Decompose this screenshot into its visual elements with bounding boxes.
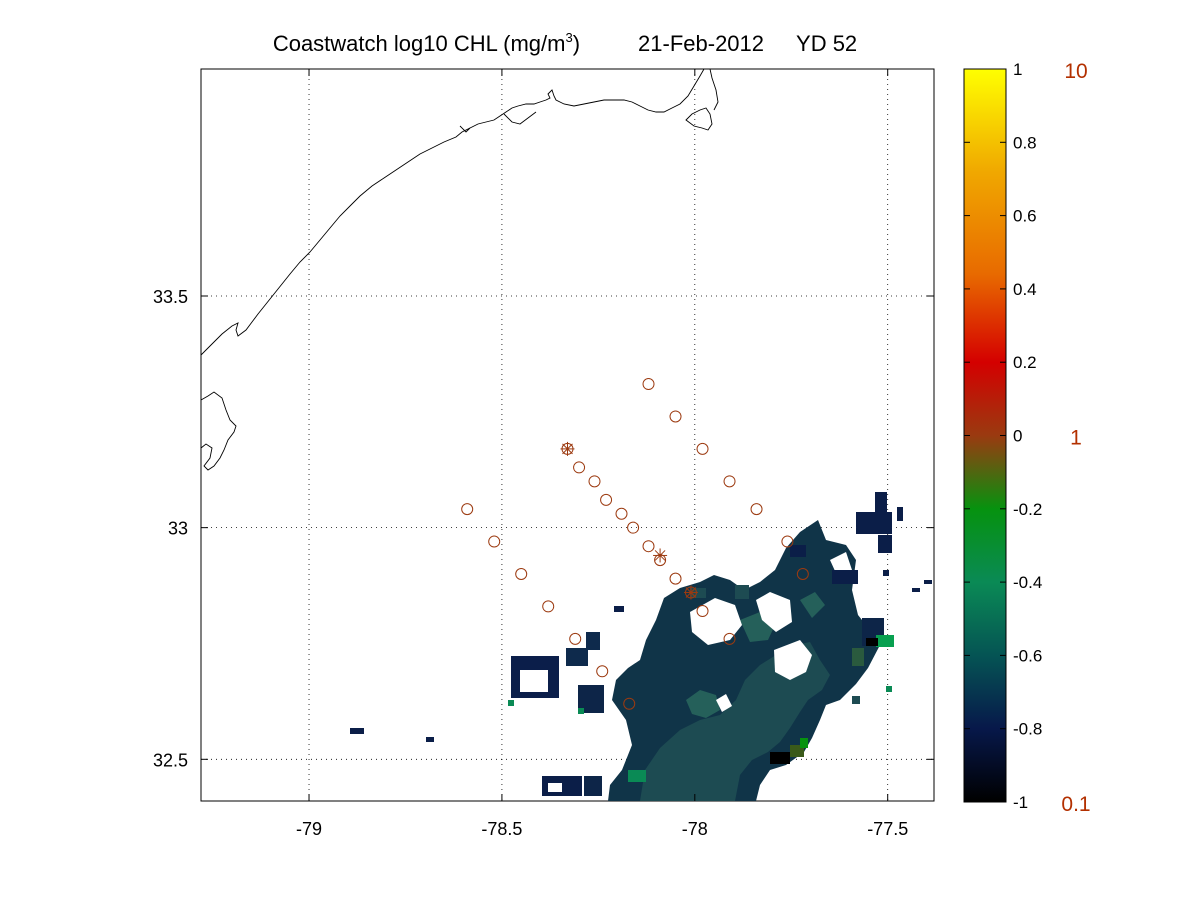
map-axes: -79 -78.5 -78 -77.5 33.5 33 32.5 — [153, 68, 935, 839]
station-marker — [573, 461, 586, 474]
station-marker — [461, 503, 474, 516]
colorbar-ticks — [964, 68, 1006, 803]
station-star-marker — [653, 548, 668, 563]
station-star-marker — [560, 441, 575, 456]
map-title: Coastwatch log10 CHL (mg/m3) 21-Feb-2012 Y… — [273, 30, 857, 56]
colorbar-concentration-labels: 10 1 0.1 — [1061, 60, 1090, 816]
colorbar-gradient — [963, 68, 1007, 803]
coastline — [201, 69, 719, 471]
station-marker — [569, 632, 582, 645]
chlorophyll-pixels — [350, 492, 932, 801]
station-markers — [461, 378, 809, 710]
station-marker — [642, 378, 655, 391]
colorbar-tick-label: -0.4 — [1013, 573, 1042, 592]
colorbar-tick-label: 0 — [1013, 427, 1022, 446]
lon-tick-label: -78.5 — [481, 819, 522, 839]
colorbar-tick-label: 0.8 — [1013, 133, 1037, 152]
colorbar-tick-labels: 1 0.8 0.6 0.4 0.2 0 -0.2 -0.4 -0.6 -0.8 -1 — [1013, 60, 1042, 812]
lat-tick-label: 33.5 — [153, 287, 188, 307]
lon-tick-label: -78 — [682, 819, 708, 839]
station-marker — [669, 572, 682, 585]
station-marker — [542, 600, 555, 613]
station-marker — [696, 605, 709, 618]
station-marker — [588, 475, 601, 488]
lon-tick-label: -79 — [296, 819, 322, 839]
station-marker — [669, 410, 682, 423]
station-marker — [623, 697, 636, 710]
axis-ticks — [201, 69, 934, 801]
station-marker — [796, 567, 809, 580]
colorbar-concentration-label: 10 — [1064, 60, 1087, 83]
colorbar: 1 0.8 0.6 0.4 0.2 0 -0.2 -0.4 -0.6 -0.8 -1 10 1 0.1 — [963, 60, 1091, 816]
colorbar-concentration-label: 0.1 — [1061, 793, 1090, 816]
station-marker — [600, 493, 613, 506]
station-marker — [723, 632, 736, 645]
station-marker — [596, 665, 609, 678]
lon-tick-label: -77.5 — [867, 819, 908, 839]
station-marker — [642, 540, 655, 553]
lat-tick-label: 33 — [168, 519, 188, 539]
station-marker — [781, 535, 794, 548]
station-marker — [615, 507, 628, 520]
colorbar-tick-label: -0.8 — [1013, 720, 1042, 739]
station-marker — [515, 567, 528, 580]
colorbar-tick-label: -1 — [1013, 793, 1028, 812]
station-marker — [488, 535, 501, 548]
colorbar-tick-label: 0.4 — [1013, 280, 1037, 299]
station-marker — [750, 503, 763, 516]
colorbar-tick-label: -0.6 — [1013, 646, 1042, 665]
station-marker — [696, 442, 709, 455]
colorbar-tick-label: -0.2 — [1013, 500, 1042, 519]
colorbar-tick-label: 0.6 — [1013, 207, 1037, 226]
lat-tick-label: 32.5 — [153, 750, 188, 770]
station-marker — [627, 521, 640, 534]
axis-tick-labels: -79 -78.5 -78 -77.5 33.5 33 32.5 — [153, 287, 908, 839]
colorbar-concentration-label: 1 — [1070, 427, 1082, 450]
station-star-marker — [683, 585, 698, 600]
colorbar-tick-label: 0.2 — [1013, 353, 1037, 372]
station-marker — [723, 475, 736, 488]
colorbar-tick-label: 1 — [1013, 60, 1022, 79]
